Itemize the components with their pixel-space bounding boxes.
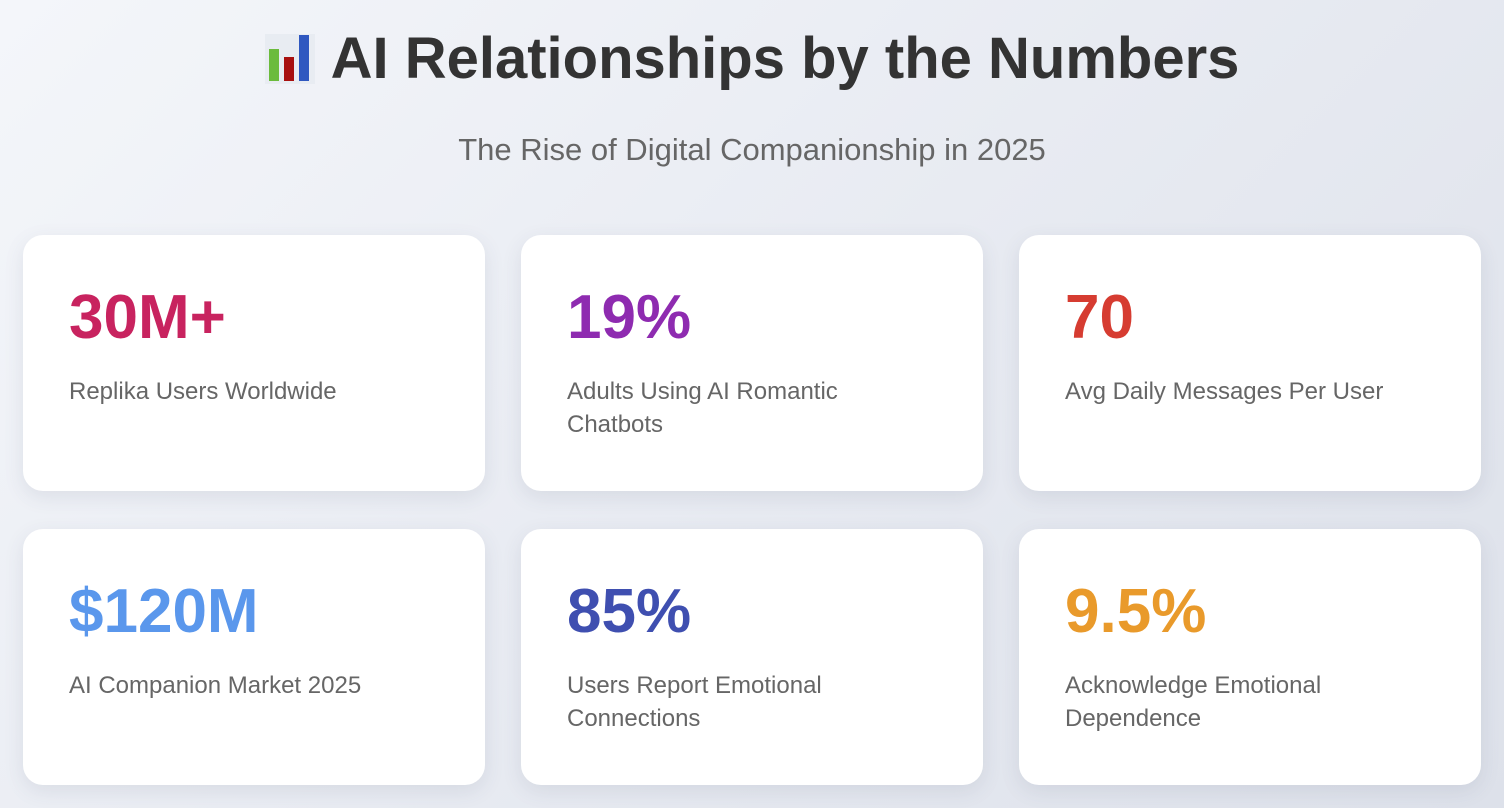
page-subtitle: The Rise of Digital Companionship in 202… (458, 132, 1046, 167)
stat-card: 70 Avg Daily Messages Per User (1019, 235, 1481, 491)
stat-value: 19% (567, 283, 692, 352)
stat-label: Replika Users Worldwide (69, 378, 337, 405)
stat-label: Acknowledge Emotional Dependence (1065, 672, 1322, 732)
stat-label: Users Report Emotional Connections (567, 672, 822, 732)
stat-label: Avg Daily Messages Per User (1065, 378, 1384, 405)
stat-card: 9.5% Acknowledge Emotional Dependence (1019, 529, 1481, 785)
stat-value: 30M+ (69, 283, 226, 352)
stat-value: 70 (1065, 283, 1134, 352)
stat-label: AI Companion Market 2025 (69, 672, 362, 699)
stat-label: Adults Using AI Romantic Chatbots (567, 378, 838, 438)
stat-card: 85% Users Report Emotional Connections (521, 529, 983, 785)
stat-value: 85% (567, 577, 692, 646)
stat-value: $120M (69, 577, 259, 646)
stat-card: 30M+ Replika Users Worldwide (23, 235, 485, 491)
title-text: AI Relationships by the Numbers (330, 26, 1240, 91)
bar-chart-icon (264, 34, 315, 84)
page-title: AI Relationships by the Numbers (0, 26, 1504, 92)
stat-card: 19% Adults Using AI Romantic Chatbots (521, 235, 983, 491)
stat-card: $120M AI Companion Market 2025 (23, 529, 485, 785)
stat-value: 9.5% (1065, 577, 1207, 646)
